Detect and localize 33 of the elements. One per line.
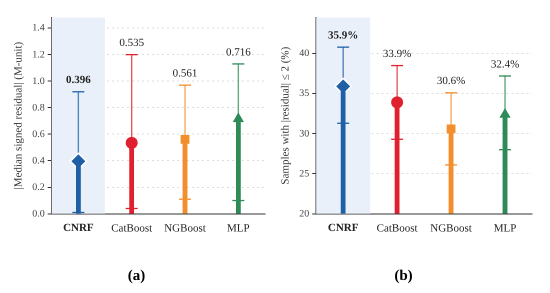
x-tick-label: MLP [494, 222, 516, 234]
y-tick-label: 35 [299, 88, 310, 100]
x-tick-label: NGBoost [430, 222, 472, 234]
x-tick-label: CatBoost [376, 222, 418, 234]
x-tick-label: CatBoost [111, 222, 152, 234]
y-tick-label: 20 [299, 208, 310, 220]
y-tick-label: 0.2 [32, 182, 45, 193]
y-tick-label: 40 [299, 48, 310, 60]
y-tick-label: 30 [299, 128, 310, 140]
annotation: 30.6% [436, 75, 466, 88]
y-tick-label: 0.6 [32, 128, 45, 140]
x-tick-label: CNRF [63, 222, 94, 234]
annotation: 33.9% [382, 48, 412, 60]
y-tick-label: 1.0 [32, 76, 45, 87]
y-axis-title: |Median signed residual| (M-unit) [12, 41, 24, 190]
y-tick-label: 25 [299, 168, 310, 180]
text: (a) [128, 268, 146, 284]
annotation: 0.716 [226, 46, 252, 58]
annotation: 0.535 [119, 37, 145, 50]
y-axis-title: Samples with |residual| ≤ 2 (%) [279, 46, 292, 185]
y-tick-label: 1.4 [32, 22, 45, 34]
annotation: 0.396 [66, 74, 92, 86]
y-tick-label: 0.0 [32, 208, 45, 220]
annotation: 0.561 [172, 68, 198, 80]
x-tick-label: CNRF [328, 222, 359, 234]
annotation: 32.4% [490, 58, 520, 70]
y-tick-label: 0.8 [32, 102, 45, 114]
y-tick-label: 1.2 [32, 49, 45, 60]
y-tick-label: 0.4 [32, 155, 45, 166]
x-tick-label: NGBoost [164, 222, 206, 234]
text: (b) [394, 268, 413, 284]
x-tick-label: MLP [227, 222, 250, 234]
annotation: 35.9% [328, 29, 358, 42]
